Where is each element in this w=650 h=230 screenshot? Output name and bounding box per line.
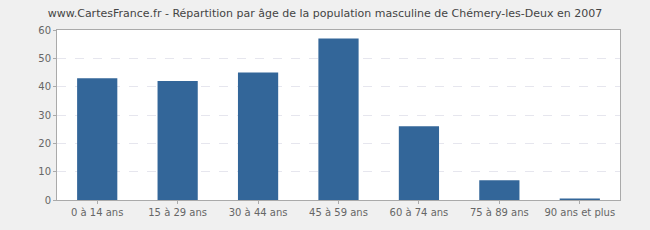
svg-text:30: 30 [38, 110, 51, 121]
svg-text:0: 0 [45, 195, 51, 206]
svg-text:60 à 74 ans: 60 à 74 ans [390, 207, 449, 218]
svg-text:60: 60 [38, 25, 51, 36]
svg-text:30 à 44 ans: 30 à 44 ans [229, 207, 288, 218]
svg-text:50: 50 [38, 53, 51, 64]
svg-text:40: 40 [38, 81, 51, 92]
svg-text:www.CartesFrance.fr - Répartit: www.CartesFrance.fr - Répartition par âg… [48, 7, 603, 20]
svg-text:0 à 14 ans: 0 à 14 ans [71, 207, 123, 218]
svg-text:15 à 29 ans: 15 à 29 ans [148, 207, 207, 218]
svg-text:45 à 59 ans: 45 à 59 ans [309, 207, 368, 218]
svg-text:10: 10 [38, 166, 51, 177]
svg-text:75 à 89 ans: 75 à 89 ans [470, 207, 529, 218]
svg-text:90 ans et plus: 90 ans et plus [544, 207, 615, 218]
svg-text:20: 20 [38, 138, 51, 149]
